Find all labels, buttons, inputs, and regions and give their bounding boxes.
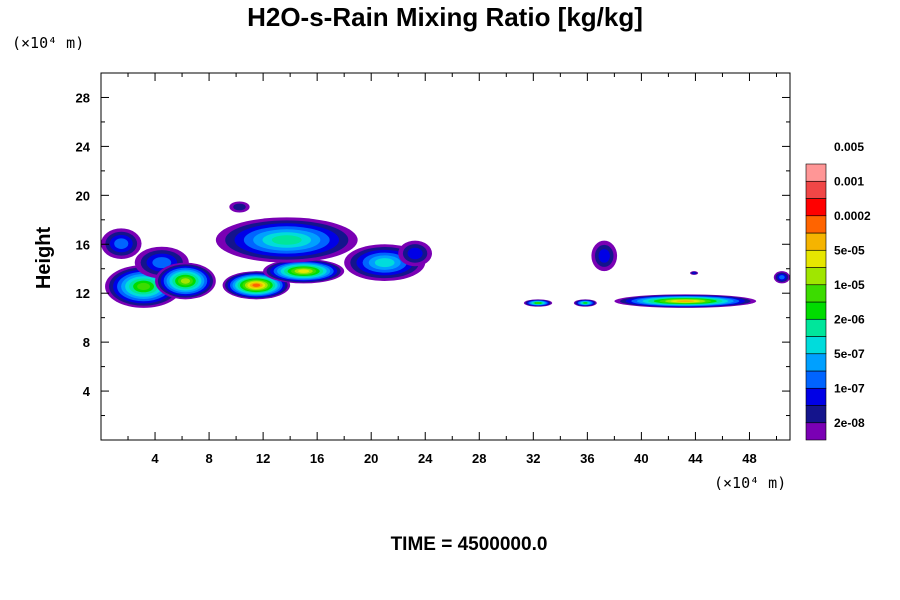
region-east-band xyxy=(614,294,757,308)
y-tick-label: 12 xyxy=(76,286,90,301)
region-dot-32 xyxy=(523,299,553,307)
colorbar-label: 1e-07 xyxy=(834,381,865,395)
colorbar-swatch xyxy=(805,353,827,372)
y-tick-label: 16 xyxy=(76,237,90,252)
region-contour xyxy=(779,275,785,280)
chart-title: H2O-s-Rain Mixing Ratio [kg/kg] xyxy=(247,2,643,32)
region-core-right xyxy=(263,258,345,284)
y-tick-label: 28 xyxy=(76,90,90,105)
x-axis: 4 8 12 16 20 24 28 32 36 40 44 48 xyxy=(127,73,777,466)
colorbar-label: 5e-05 xyxy=(834,243,865,257)
x-tick-label: 28 xyxy=(472,451,486,466)
x-tick-label: 24 xyxy=(418,451,433,466)
colorbar-label: 0.001 xyxy=(834,174,864,188)
colorbar-swatch xyxy=(805,336,827,355)
y-tick-label: 4 xyxy=(83,384,91,399)
region-contour xyxy=(137,282,150,291)
colorbar-label: 0.005 xyxy=(834,140,864,154)
y-axis: 4 8 12 16 20 24 28 xyxy=(76,90,790,417)
y-tick-label: 8 xyxy=(83,335,90,350)
colorbar-swatch xyxy=(805,215,827,234)
plot-frame xyxy=(100,72,791,441)
y-axis-label: Height xyxy=(33,227,55,290)
region-core-left xyxy=(222,271,291,300)
region-west-low xyxy=(105,265,183,308)
colorbar-label: 0.0002 xyxy=(834,209,871,223)
x-tick-label: 8 xyxy=(205,451,212,466)
region-contour xyxy=(114,238,129,249)
x-tick-label: 16 xyxy=(310,451,324,466)
colorbar-swatch xyxy=(805,180,827,199)
y-tick-label: 24 xyxy=(76,139,91,154)
region-contour xyxy=(298,269,310,273)
colorbar-label: 2e-06 xyxy=(834,312,865,326)
region-contour xyxy=(583,302,588,304)
colorbar-swatch xyxy=(805,301,827,320)
x-tick-label: 12 xyxy=(256,451,270,466)
region-contour xyxy=(252,283,261,287)
colorbar-swatch xyxy=(805,267,827,286)
x-tick-label: 32 xyxy=(526,451,540,466)
region-contour xyxy=(676,300,695,303)
y-tick-label: 20 xyxy=(76,188,90,203)
colorbar-swatch xyxy=(805,370,827,389)
region-contour xyxy=(233,203,246,211)
region-far-tip xyxy=(398,240,432,267)
x-tick-label: 44 xyxy=(688,451,703,466)
time-label: TIME = 4500000.0 xyxy=(391,534,548,555)
region-contour xyxy=(180,278,191,284)
colorbar-swatch xyxy=(805,249,827,268)
x-tick-label: 20 xyxy=(364,451,378,466)
region-east-edge xyxy=(773,271,790,284)
colorbar-swatch xyxy=(805,284,827,303)
colorbar-label: 2e-08 xyxy=(834,416,865,430)
x-tick-label: 36 xyxy=(580,451,594,466)
region-west-upper xyxy=(101,228,142,259)
region-contour xyxy=(407,247,423,260)
region-contour xyxy=(152,257,172,269)
x-tick-label: 48 xyxy=(742,451,756,466)
region-contour xyxy=(271,235,302,245)
plot-area xyxy=(101,201,790,308)
colorbar-swatch xyxy=(805,422,827,441)
colorbar-label: 1e-05 xyxy=(834,278,865,292)
region-contour xyxy=(692,272,696,274)
region-dot-35 xyxy=(573,299,597,307)
region-mid-band xyxy=(155,262,216,300)
colorbar-label: 5e-07 xyxy=(834,347,865,361)
colorbar-swatch xyxy=(805,198,827,217)
colorbar-swatch xyxy=(805,405,827,424)
region-contour xyxy=(598,249,610,263)
region-contour xyxy=(374,258,395,268)
x-unit-label: (×10⁴ m) xyxy=(714,474,786,492)
region-contour xyxy=(535,302,541,304)
region-anvil xyxy=(215,217,358,263)
region-east-blue xyxy=(591,240,618,272)
colorbar-swatch xyxy=(805,387,827,406)
colorbar-swatch xyxy=(805,232,827,251)
y-unit-label: (×10⁴ m) xyxy=(12,34,84,52)
colorbar-swatch xyxy=(805,318,827,337)
region-dot-44 xyxy=(690,271,699,275)
colorbar: 2e-08 1e-07 5e-07 2e-06 1e-05 5e-05 0.0002 0.00… xyxy=(805,140,871,441)
colorbar-swatch xyxy=(805,163,827,182)
region-small-top xyxy=(229,201,250,213)
x-tick-label: 4 xyxy=(151,451,159,466)
x-tick-label: 40 xyxy=(634,451,648,466)
